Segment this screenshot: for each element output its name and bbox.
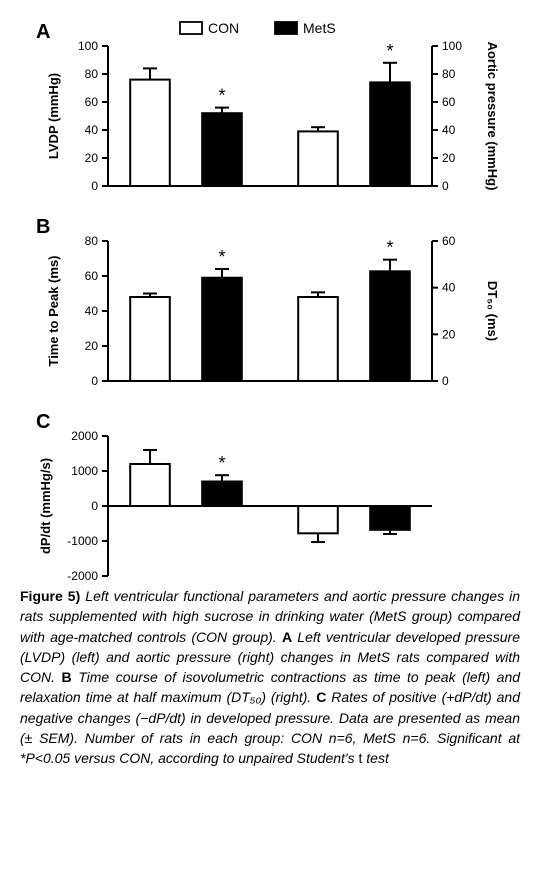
svg-text:A: A: [36, 21, 50, 43]
svg-text:*: *: [218, 86, 225, 106]
svg-text:-1000: -1000: [67, 534, 98, 548]
svg-text:40: 40: [442, 281, 456, 295]
svg-text:*: *: [218, 453, 225, 473]
svg-text:B: B: [36, 216, 50, 238]
svg-text:0: 0: [91, 374, 98, 388]
svg-text:0: 0: [91, 179, 98, 193]
panel-B: B 0 20 40 60 80 Time to Peak (ms) 0 20 40 60 DT₅₀ (…: [36, 216, 500, 388]
svg-text:CON: CON: [208, 20, 239, 36]
svg-text:80: 80: [442, 67, 456, 81]
svg-text:DT₅₀ (ms): DT₅₀ (ms): [485, 281, 500, 341]
svg-text:20: 20: [85, 339, 99, 353]
svg-text:-2000: -2000: [67, 569, 98, 580]
svg-text:C: C: [36, 411, 50, 433]
svg-text:*: *: [386, 238, 393, 258]
svg-text:20: 20: [442, 151, 456, 165]
svg-text:*: *: [218, 247, 225, 267]
svg-text:MetS: MetS: [303, 20, 336, 36]
svg-text:100: 100: [78, 39, 98, 53]
svg-text:LVDP (mmHg): LVDP (mmHg): [46, 73, 61, 159]
svg-text:Time to Peak (ms): Time to Peak (ms): [46, 255, 61, 366]
caption-label-C: C: [316, 689, 326, 705]
svg-text:40: 40: [85, 304, 99, 318]
chart-svg: CON MetS A 0 20 40 60 80 100 LVDP (mmHg) 0 20 40 60 80…: [18, 12, 522, 580]
figure-charts: CON MetS A 0 20 40 60 80 100 LVDP (mmHg) 0 20 40 60 80…: [18, 12, 522, 580]
svg-text:80: 80: [85, 67, 99, 81]
svg-text:20: 20: [85, 151, 99, 165]
svg-text:Aortic pressure (mmHg): Aortic pressure (mmHg): [485, 42, 500, 191]
legend: CON MetS: [180, 20, 336, 36]
svg-text:100: 100: [442, 39, 462, 53]
caption-tail: test: [362, 750, 388, 766]
svg-text:0: 0: [442, 374, 449, 388]
svg-text:60: 60: [442, 95, 456, 109]
svg-text:dP/dt (mmHg/s): dP/dt (mmHg/s): [38, 458, 53, 554]
svg-text:0: 0: [91, 499, 98, 513]
panel-A: A 0 20 40 60 80 100 LVDP (mmHg) 0 20 40 60 80 100 Aort…: [36, 21, 500, 193]
panel-C: C -2000 -1000 0 1000 2000 dP/dt (mmHg/s) *: [36, 411, 432, 580]
caption-label-B: B: [62, 669, 72, 685]
svg-text:0: 0: [442, 179, 449, 193]
svg-text:80: 80: [85, 234, 99, 248]
svg-text:1000: 1000: [71, 464, 98, 478]
caption-prefix: Figure 5): [20, 588, 80, 604]
svg-text:40: 40: [442, 123, 456, 137]
svg-text:60: 60: [85, 269, 99, 283]
figure-caption: Figure 5) Left ventricular functional pa…: [18, 580, 522, 769]
svg-text:*: *: [386, 41, 393, 61]
caption-label-A: A: [282, 629, 292, 645]
svg-text:2000: 2000: [71, 429, 98, 443]
svg-text:60: 60: [442, 234, 456, 248]
svg-text:60: 60: [85, 95, 99, 109]
svg-text:40: 40: [85, 123, 99, 137]
svg-text:20: 20: [442, 327, 456, 341]
